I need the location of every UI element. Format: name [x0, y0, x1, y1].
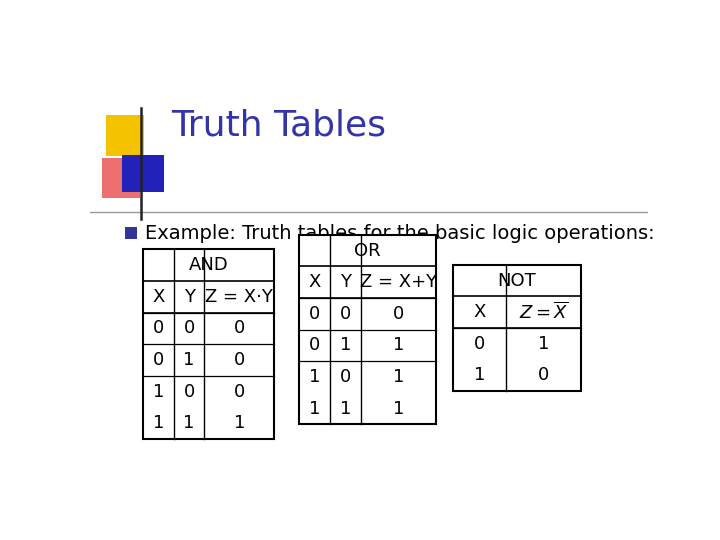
Text: 0: 0: [538, 367, 549, 384]
Text: 0: 0: [309, 336, 320, 354]
Text: 1: 1: [340, 336, 351, 354]
Bar: [125, 227, 137, 239]
Text: 1: 1: [233, 414, 245, 432]
Text: Example: Truth tables for the basic logic operations:: Example: Truth tables for the basic logi…: [145, 224, 654, 243]
Text: Y: Y: [340, 273, 351, 291]
Text: 1: 1: [392, 336, 404, 354]
Text: Truth Tables: Truth Tables: [171, 108, 386, 142]
Text: 0: 0: [233, 351, 245, 369]
Text: Z = X·Y: Z = X·Y: [205, 288, 273, 306]
Text: 1: 1: [309, 368, 320, 386]
Text: 1: 1: [153, 414, 164, 432]
Bar: [102, 158, 140, 198]
Text: 1: 1: [538, 335, 549, 353]
Bar: [106, 114, 143, 156]
Text: 0: 0: [153, 320, 164, 338]
Text: 1: 1: [474, 367, 485, 384]
Text: 0: 0: [309, 305, 320, 323]
Text: 0: 0: [233, 383, 245, 401]
Text: 0: 0: [340, 305, 351, 323]
Bar: [143, 249, 274, 439]
Bar: [122, 155, 164, 192]
Text: X: X: [152, 288, 165, 306]
Text: Y: Y: [184, 288, 194, 306]
Bar: [300, 235, 436, 424]
Text: 0: 0: [184, 383, 194, 401]
Text: 0: 0: [474, 335, 485, 353]
Text: 1: 1: [309, 400, 320, 417]
Text: Z = X+Y: Z = X+Y: [360, 273, 437, 291]
Text: 0: 0: [184, 320, 194, 338]
Text: AND: AND: [189, 256, 228, 274]
Text: 1: 1: [184, 351, 194, 369]
Text: $Z=\overline{X}$: $Z=\overline{X}$: [518, 301, 568, 323]
Text: 1: 1: [184, 414, 194, 432]
Text: 0: 0: [340, 368, 351, 386]
Text: 1: 1: [392, 400, 404, 417]
Text: X: X: [308, 273, 321, 291]
Text: 0: 0: [233, 320, 245, 338]
Text: X: X: [473, 303, 485, 321]
Text: 1: 1: [153, 383, 164, 401]
Text: OR: OR: [354, 242, 381, 260]
Text: 0: 0: [153, 351, 164, 369]
Bar: [453, 265, 581, 391]
Text: 0: 0: [392, 305, 404, 323]
Text: NOT: NOT: [498, 272, 536, 289]
Text: 1: 1: [392, 368, 404, 386]
Text: 1: 1: [340, 400, 351, 417]
